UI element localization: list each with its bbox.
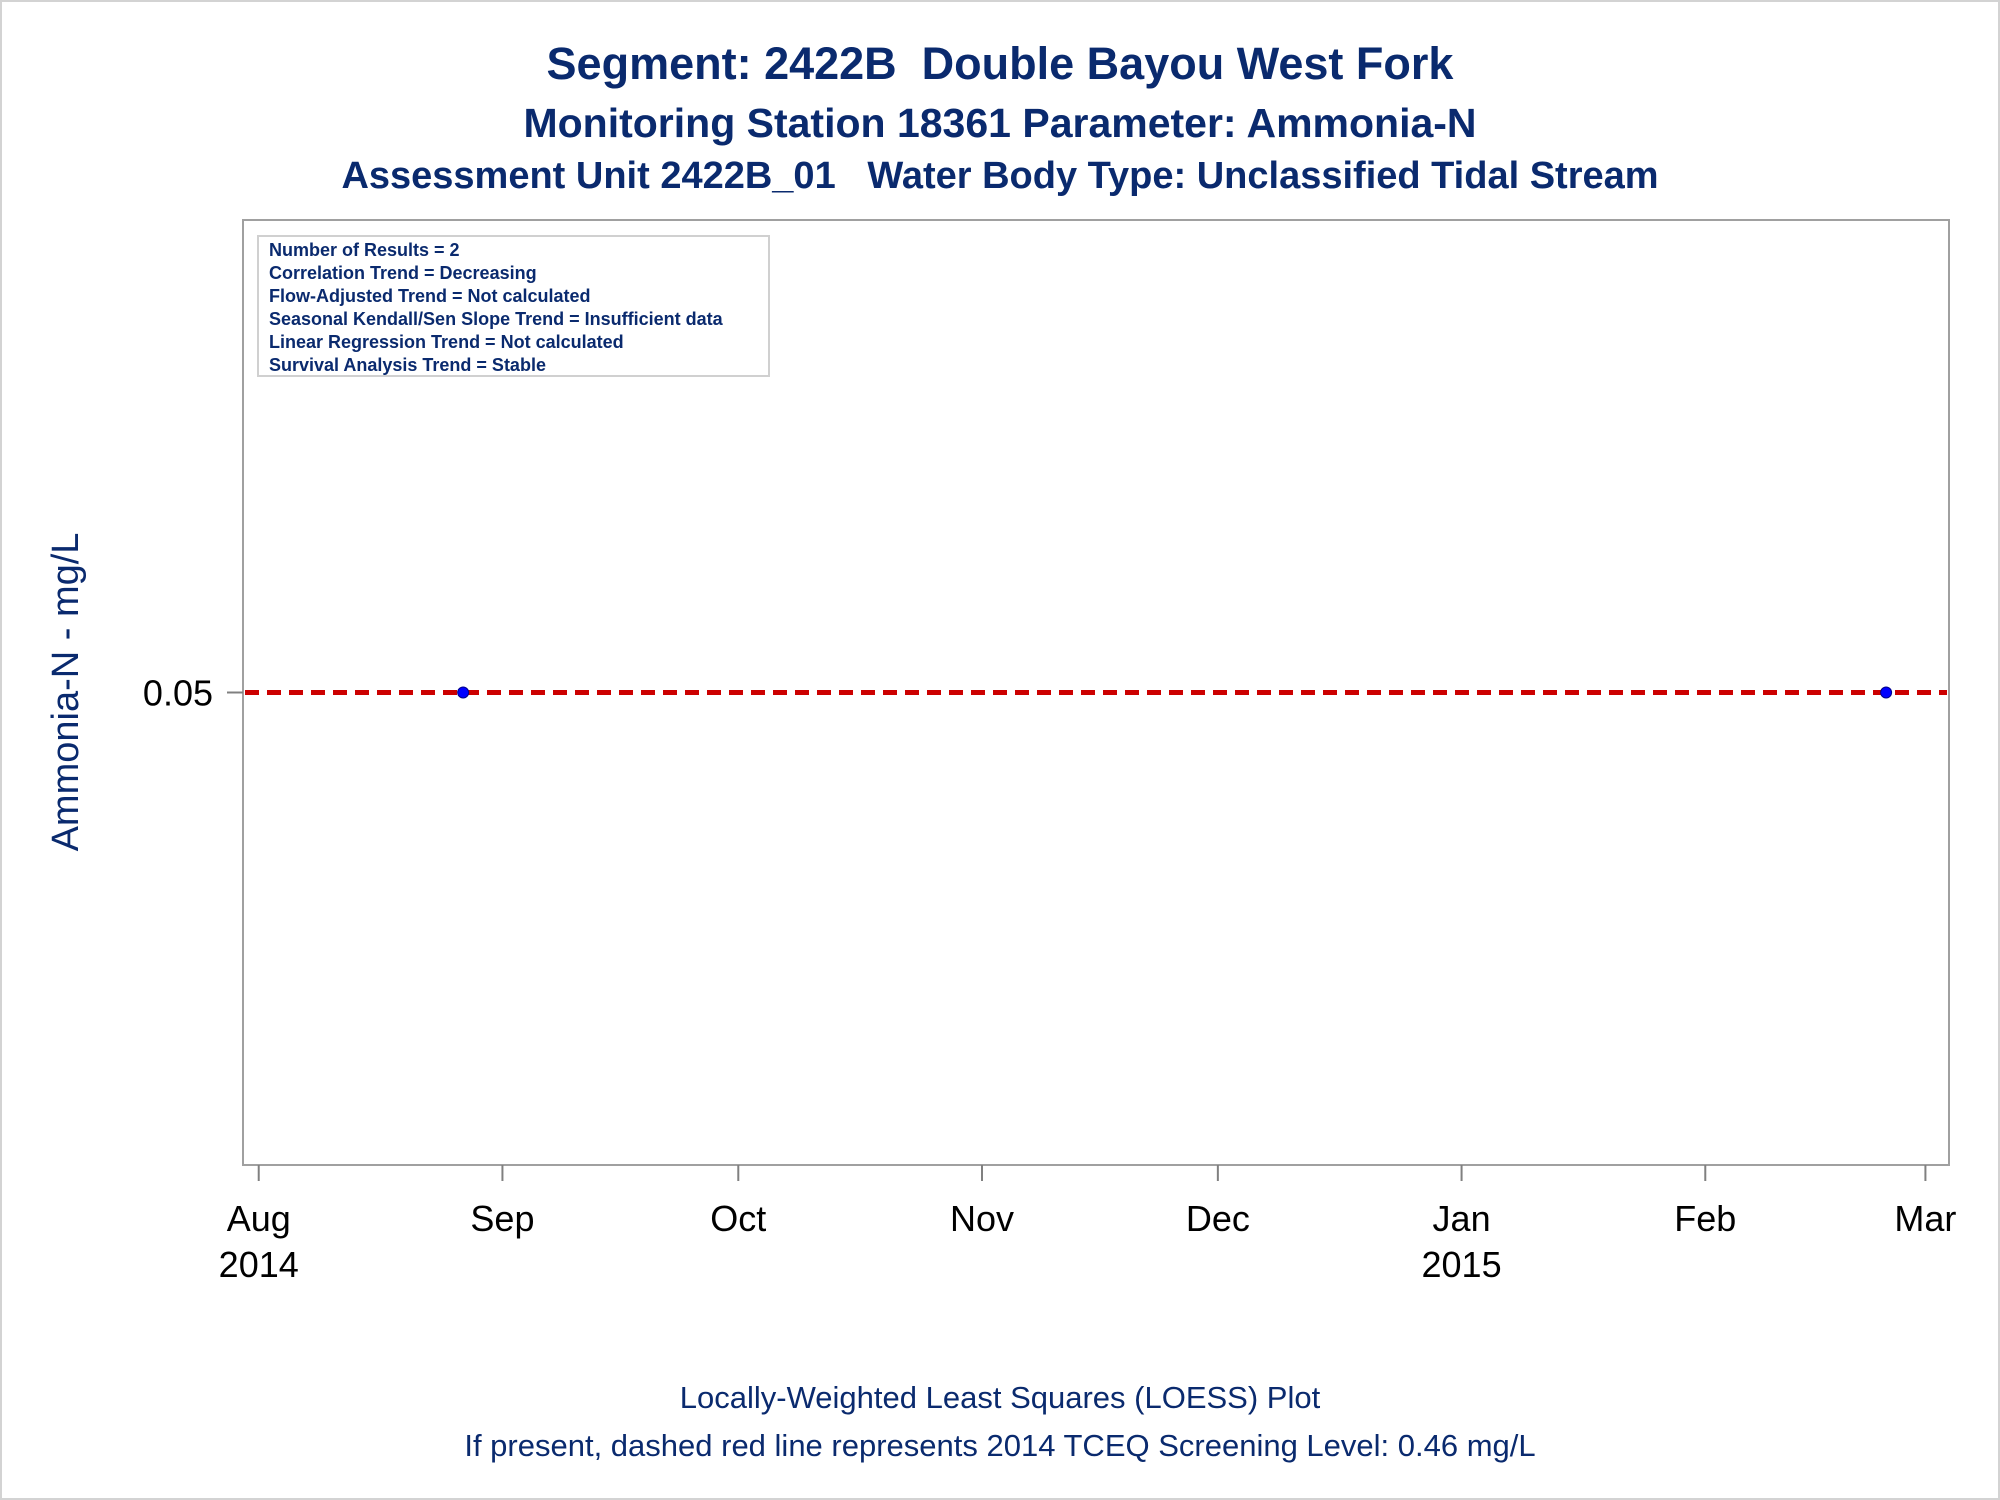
trend-summary-line: Number of Results = 2 [269, 240, 460, 260]
data-point [457, 686, 470, 699]
data-points [457, 686, 1893, 699]
footnote-screening-level: If present, dashed red line represents 2… [464, 1428, 1536, 1463]
trend-summary-line: Flow-Adjusted Trend = Not calculated [269, 286, 591, 306]
footnote-loess: Locally-Weighted Least Squares (LOESS) P… [679, 1380, 1321, 1415]
trend-summary-line: Survival Analysis Trend = Stable [269, 355, 546, 375]
x-tick-label: Oct [710, 1198, 766, 1239]
data-point [1880, 686, 1893, 699]
chart-title: Segment: 2422B Double Bayou West Fork [546, 38, 1454, 89]
x-tick-label: Nov [950, 1198, 1014, 1239]
x-tick-label: Sep [470, 1198, 534, 1239]
trend-summary-line: Linear Regression Trend = Not calculated [269, 332, 624, 352]
trend-summary-border [257, 235, 770, 377]
x-tick-label: Aug [227, 1198, 291, 1239]
trend-summary-line: Seasonal Kendall/Sen Slope Trend = Insuf… [269, 309, 724, 329]
x-tick-label: Dec [1186, 1198, 1250, 1239]
chart-subtitle-2: Assessment Unit 2422B_01 Water Body Type… [341, 155, 1659, 197]
x-tick-year-label: 2014 [219, 1244, 299, 1285]
y-tick-label: 0.05 [143, 673, 213, 714]
x-tick-label: Jan [1433, 1198, 1491, 1239]
trend-summary-box: Number of Results = 2 Correlation Trend =… [257, 235, 770, 377]
y-axis: 0.05 [143, 220, 244, 1165]
x-tick-label: Mar [1894, 1198, 1956, 1239]
x-tick-year-label: 2015 [1422, 1244, 1502, 1285]
y-axis-title: Ammonia-N - mg/L [45, 533, 87, 852]
x-tick-label: Feb [1674, 1198, 1736, 1239]
x-axis: Aug 2014 Sep Oct Nov Dec Jan 2015 Feb Mar [219, 1164, 1956, 1285]
trend-summary-line: Correlation Trend = Decreasing [269, 263, 537, 283]
chart-subtitle: Monitoring Station 18361 Parameter: Ammo… [523, 100, 1477, 146]
